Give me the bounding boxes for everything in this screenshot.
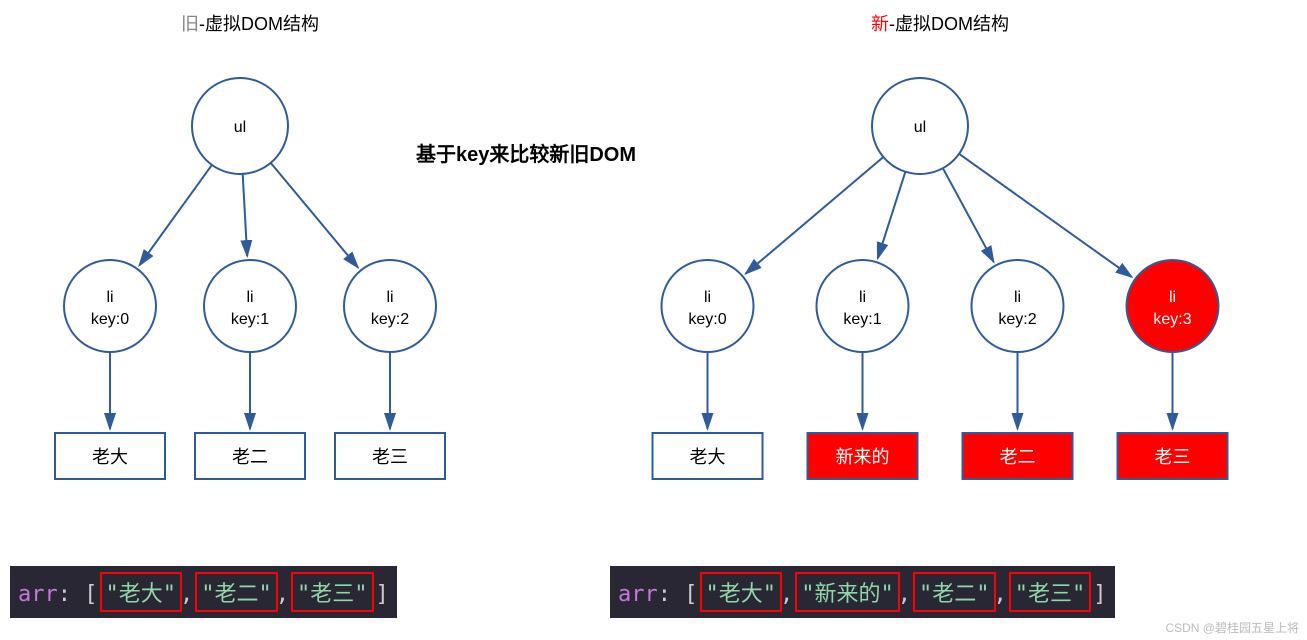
new-title-prefix: 新	[871, 14, 889, 34]
old-code-block: arr: ["老大","老二","老三"]	[10, 566, 397, 618]
svg-text:key:3: key:3	[1153, 311, 1191, 328]
svg-text:key:1: key:1	[231, 311, 269, 328]
svg-text:ul: ul	[234, 119, 246, 136]
new-tree-svg: ul li key:0 老大 li key:1 新来的 li key:2 老二 li key:3 老三	[610, 46, 1270, 506]
svg-text:li: li	[246, 289, 253, 306]
new-title-suffix: -虚拟DOM结构	[889, 14, 1009, 34]
diagram-container: 旧-虚拟DOM结构 ullikey:0老大likey:1老二likey:2老三 …	[10, 10, 1297, 618]
svg-text:老大: 老大	[92, 447, 128, 467]
svg-text:li: li	[106, 289, 113, 306]
svg-text:li: li	[386, 289, 393, 306]
old-title-suffix: -虚拟DOM结构	[199, 14, 319, 34]
new-title: 新-虚拟DOM结构	[610, 10, 1270, 36]
svg-text:老大: 老大	[690, 447, 726, 467]
svg-text:key:0: key:0	[91, 311, 129, 328]
svg-text:key:0: key:0	[688, 311, 726, 328]
svg-text:key:1: key:1	[843, 311, 881, 328]
svg-text:老三: 老三	[1155, 447, 1191, 467]
new-tree-panel: 新-虚拟DOM结构 ul li key:0 老大 li key:1 新来的 li key:2 老二…	[610, 10, 1270, 618]
new-code-block: arr: ["老大","新来的","老二","老三"]	[610, 566, 1115, 618]
svg-text:li: li	[859, 289, 866, 306]
center-caption: 基于key来比较新旧DOM	[416, 138, 636, 167]
old-tree-panel: 旧-虚拟DOM结构 ullikey:0老大likey:1老二likey:2老三 …	[10, 10, 490, 618]
svg-text:li: li	[1169, 289, 1176, 306]
svg-text:li: li	[704, 289, 711, 306]
svg-text:老二: 老二	[232, 447, 268, 467]
svg-text:ul: ul	[914, 119, 926, 136]
watermark: CSDN @碧桂园五星上将	[1165, 619, 1299, 636]
old-tree-svg: ul li key:0 老大 li key:1 老二 li key:2 老三	[10, 46, 490, 506]
old-title-prefix: 旧	[181, 14, 199, 34]
svg-text:key:2: key:2	[998, 311, 1036, 328]
svg-text:key:2: key:2	[371, 311, 409, 328]
svg-text:li: li	[1014, 289, 1021, 306]
svg-text:老三: 老三	[372, 447, 408, 467]
svg-text:新来的: 新来的	[836, 447, 890, 467]
svg-text:老二: 老二	[1000, 447, 1036, 467]
old-title: 旧-虚拟DOM结构	[10, 10, 490, 36]
